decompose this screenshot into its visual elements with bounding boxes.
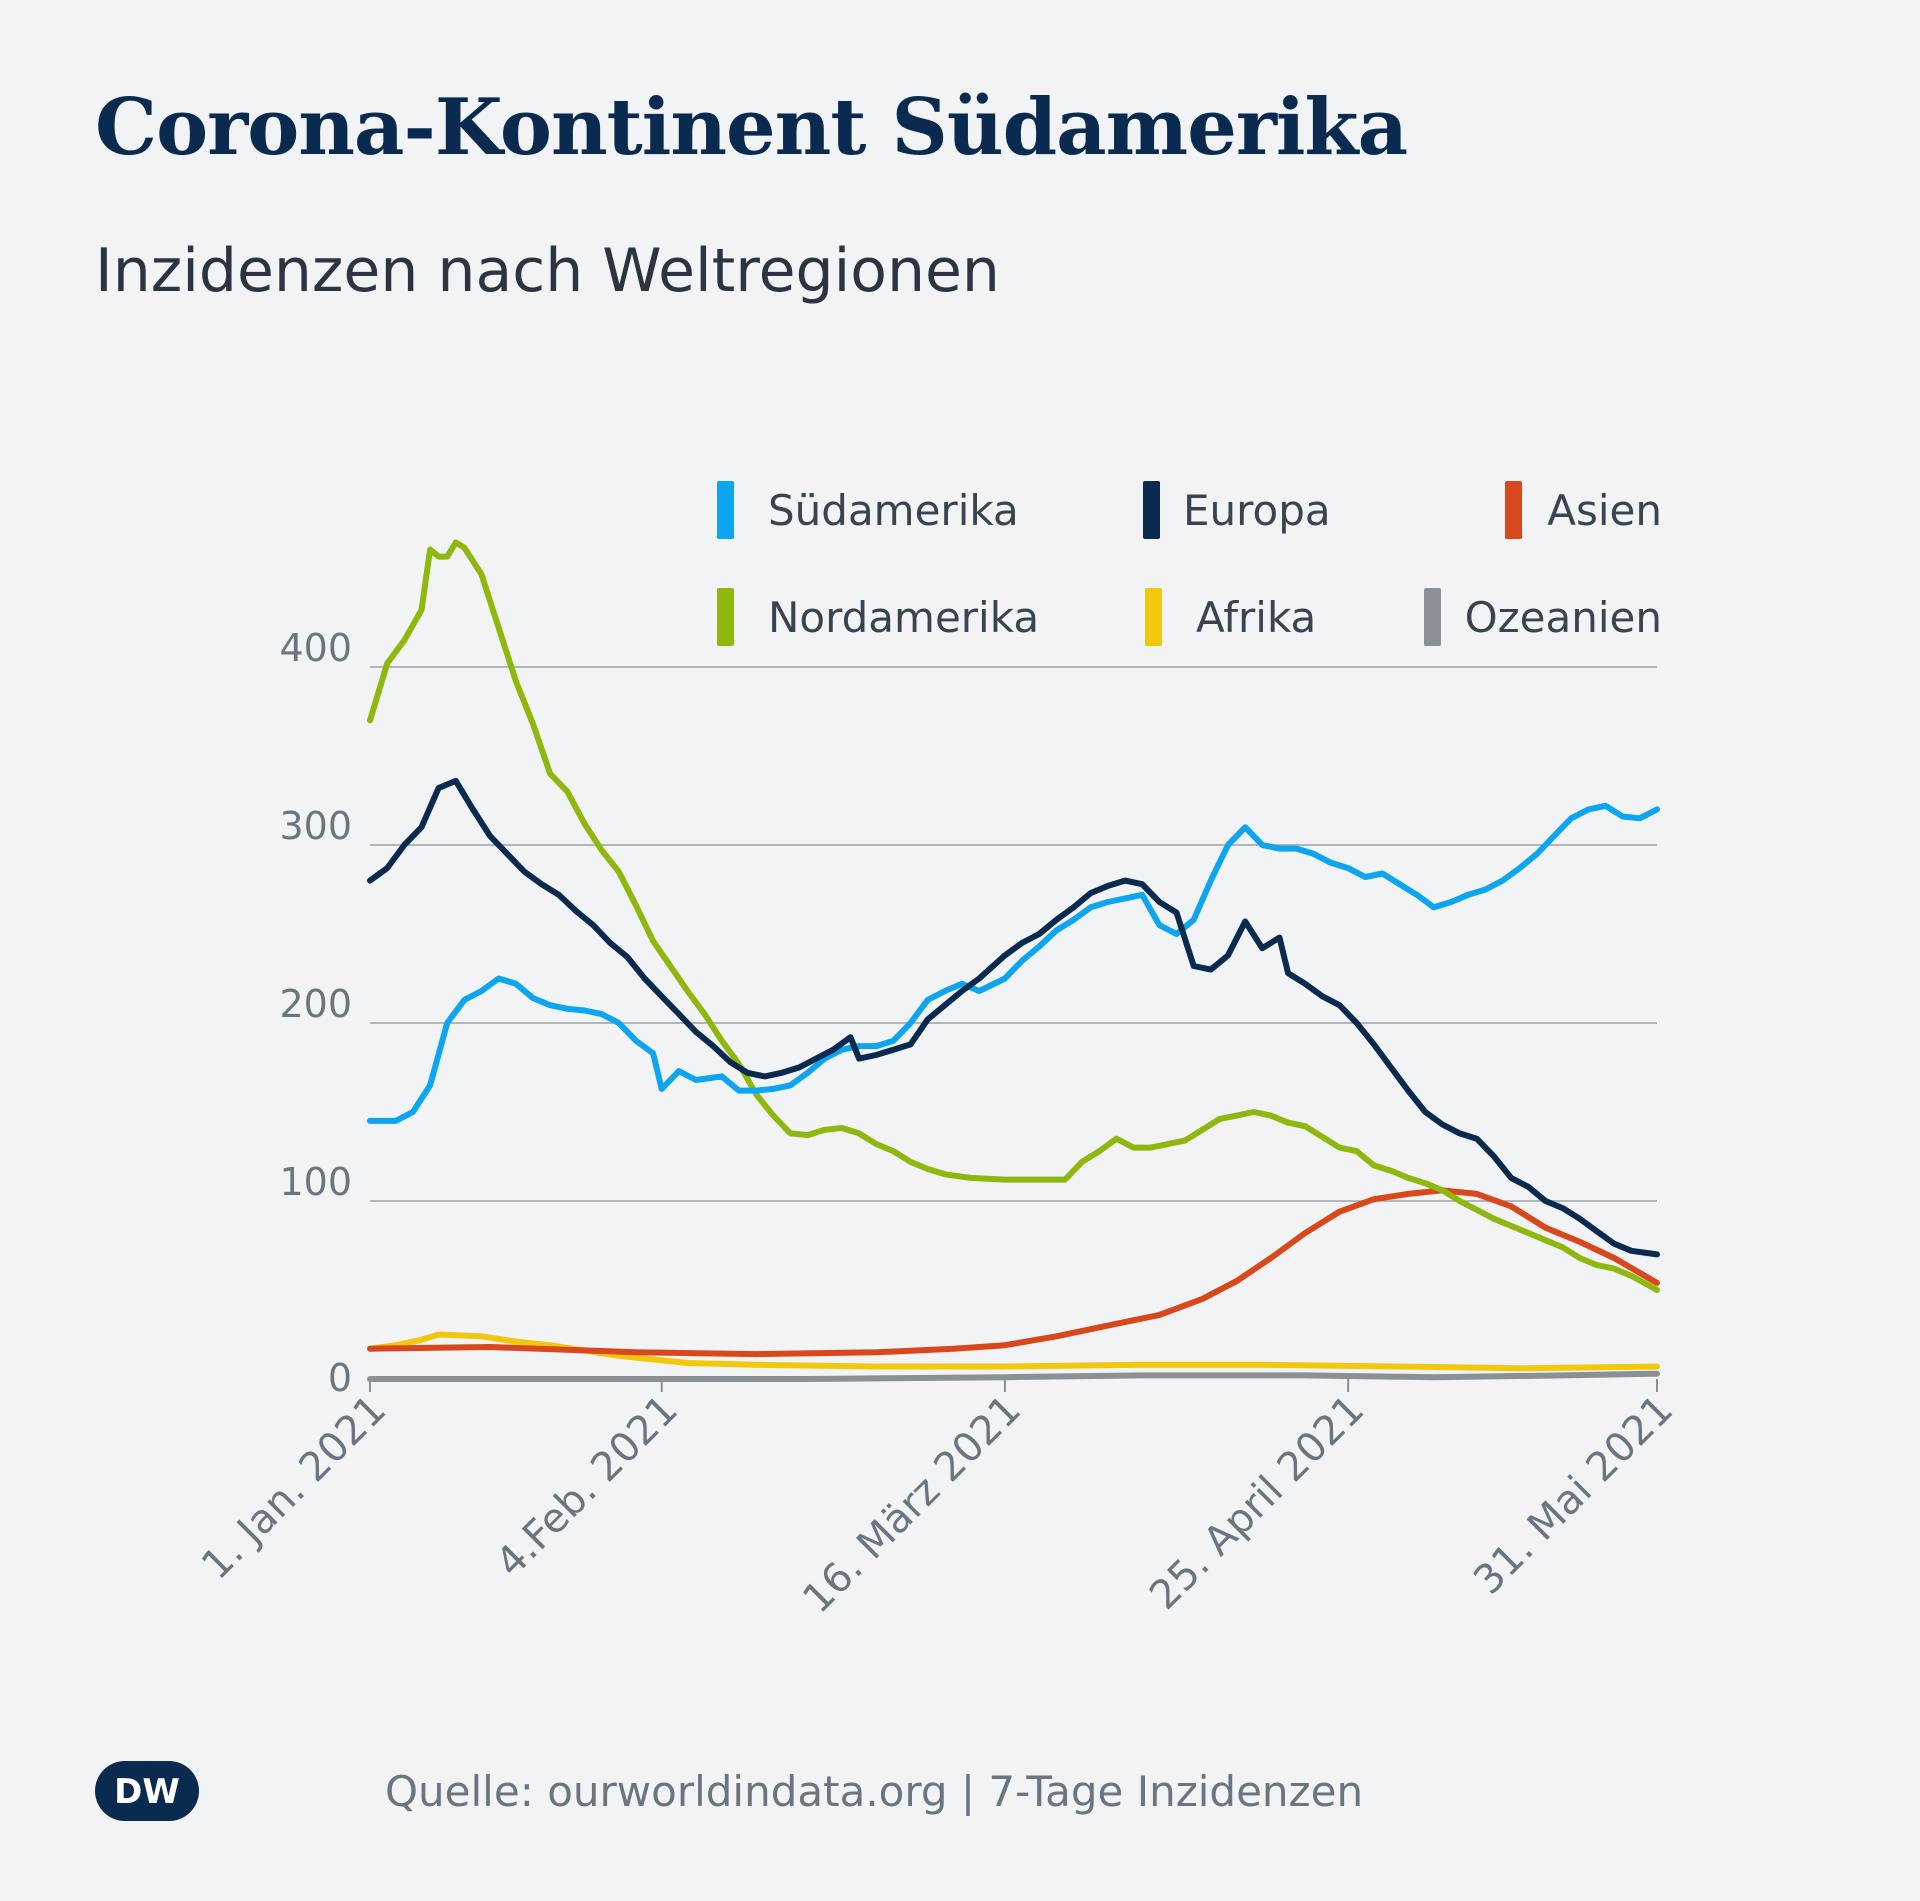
series-line-südamerika xyxy=(367,802,1660,1124)
legend-swatch xyxy=(717,481,734,539)
svg-text:DW: DW xyxy=(114,1772,180,1812)
x-tick-label: 31. Mai 2021 xyxy=(1465,1387,1682,1604)
legend-swatch xyxy=(1424,588,1441,646)
legend-item-afrika: Afrika xyxy=(1145,588,1316,646)
series-lines xyxy=(367,539,1660,1382)
y-tick-label: 400 xyxy=(279,626,352,670)
x-axis: 1. Jan. 2021 4.Feb. 2021 16. März 2021 25. … xyxy=(193,1379,1682,1622)
legend-label: Asien xyxy=(1547,486,1662,535)
y-tick-label: 100 xyxy=(279,1160,352,1204)
x-tick-label: 4.Feb. 2021 xyxy=(487,1387,687,1587)
legend-item-südamerika: Südamerika xyxy=(717,481,1019,539)
series-line-europa xyxy=(367,777,1660,1258)
y-axis-tick-labels: 0 100 200 300 400 xyxy=(279,626,352,1400)
series-line-asien xyxy=(367,1187,1660,1358)
gridlines xyxy=(370,666,1657,1202)
x-tick-label: 25. April 2021 xyxy=(1141,1387,1373,1619)
legend-item-europa: Europa xyxy=(1143,481,1331,539)
legend-label: Afrika xyxy=(1196,593,1316,642)
y-tick-label: 200 xyxy=(279,982,352,1026)
legend-swatch xyxy=(717,588,734,646)
legend-swatch xyxy=(1145,588,1162,646)
legend-label: Nordamerika xyxy=(768,593,1039,642)
legend-item-ozeanien: Ozeanien xyxy=(1424,588,1662,646)
x-tick-label: 1. Jan. 2021 xyxy=(193,1387,395,1589)
series-line-ozeanien xyxy=(367,1370,1660,1382)
dw-logo: DW xyxy=(95,1761,199,1821)
series-line-nordamerika xyxy=(367,539,1660,1293)
legend: Südamerika Europa Asien Nordamerika Afrika Oz… xyxy=(717,481,1662,646)
legend-item-asien: Asien xyxy=(1505,481,1662,539)
legend-item-nordamerika: Nordamerika xyxy=(717,588,1039,646)
chart-title: Corona-Kontinent Südamerika xyxy=(95,82,1408,173)
legend-label: Europa xyxy=(1183,486,1331,535)
x-tick-label: 16. März 2021 xyxy=(794,1387,1030,1623)
legend-swatch xyxy=(1143,481,1160,539)
footer: DW Quelle: ourworldindata.org | 7-Tage I… xyxy=(95,1756,1363,1826)
y-tick-label: 300 xyxy=(279,804,352,848)
chart-subtitle: Inzidenzen nach Weltregionen xyxy=(95,236,1000,306)
legend-label: Südamerika xyxy=(768,486,1019,535)
y-tick-label: 0 xyxy=(328,1356,352,1400)
legend-swatch xyxy=(1505,481,1522,539)
legend-label: Ozeanien xyxy=(1465,593,1662,642)
source-note: Quelle: ourworldindata.org | 7-Tage Inzi… xyxy=(385,1766,1364,1816)
series-line-afrika xyxy=(367,1331,1660,1372)
